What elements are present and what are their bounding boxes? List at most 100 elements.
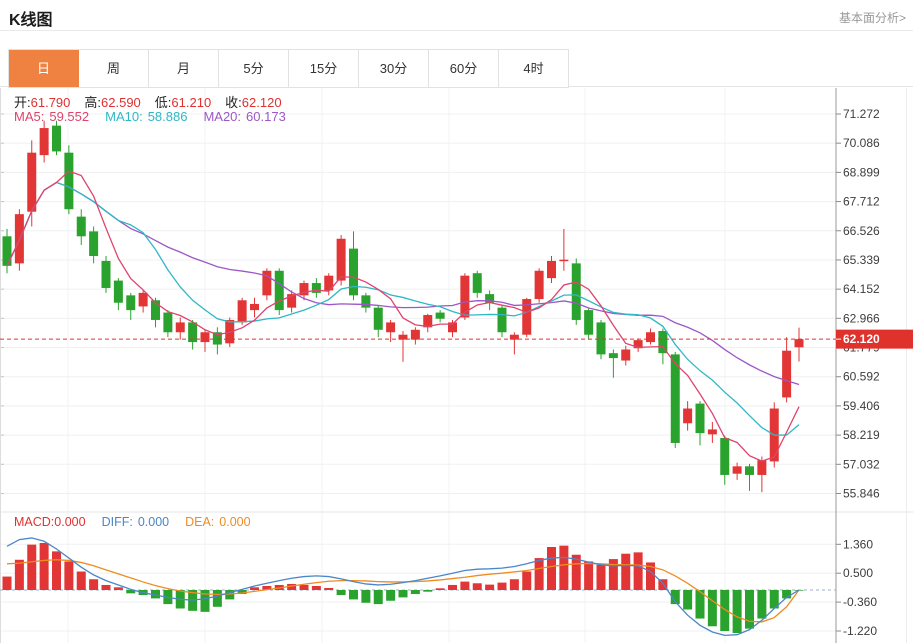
ma5-label: MA5: bbox=[14, 109, 45, 124]
candle-body bbox=[64, 152, 74, 210]
candle-body bbox=[720, 438, 730, 475]
candle-body bbox=[509, 334, 519, 340]
candle-body bbox=[200, 332, 210, 343]
candle-body bbox=[621, 349, 631, 361]
page-header: K线图 基本面分析> bbox=[0, 0, 913, 30]
macd-bar bbox=[769, 590, 779, 609]
price-axis-label: 62.966 bbox=[843, 311, 880, 325]
ma10-label: MA10: bbox=[105, 109, 143, 124]
macd-bar bbox=[670, 590, 680, 605]
macd-bar bbox=[126, 590, 136, 594]
candle-body bbox=[138, 292, 148, 307]
macd-label: MACD: bbox=[14, 515, 55, 529]
tab-month[interactable]: 月 bbox=[149, 50, 219, 87]
macd-bar bbox=[39, 542, 49, 590]
candle-body bbox=[596, 322, 606, 355]
macd-bar bbox=[225, 590, 235, 600]
macd-bar bbox=[200, 590, 210, 612]
period-tabbar: 日 周 月 5分 15分 30分 60分 4时 bbox=[8, 49, 569, 88]
macd-bar bbox=[485, 584, 495, 590]
macd-bar bbox=[571, 554, 581, 590]
candle-body bbox=[175, 322, 185, 333]
macd-bar bbox=[373, 590, 383, 605]
candle-body bbox=[658, 331, 668, 354]
macd-bar bbox=[522, 571, 532, 590]
macd-axis-label: -0.360 bbox=[843, 595, 877, 609]
candle-body bbox=[584, 310, 594, 335]
fundamental-analysis-link[interactable]: 基本面分析> bbox=[838, 11, 906, 25]
candle-body bbox=[435, 312, 445, 319]
candle-body bbox=[410, 329, 420, 340]
tab-30min[interactable]: 30分 bbox=[359, 50, 429, 87]
price-axis-label: 60.592 bbox=[843, 370, 880, 384]
current-price-text: 62.120 bbox=[843, 332, 880, 346]
macd-bar bbox=[745, 590, 754, 629]
candle-body bbox=[151, 300, 160, 320]
candle-body bbox=[274, 270, 284, 311]
candle-body bbox=[212, 332, 222, 345]
macd-bar bbox=[646, 562, 655, 590]
macd-bar bbox=[695, 590, 705, 619]
price-axis-label: 55.846 bbox=[843, 486, 880, 500]
candle-body bbox=[76, 216, 86, 237]
tab-60min[interactable]: 60分 bbox=[429, 50, 499, 87]
tab-week[interactable]: 周 bbox=[79, 50, 149, 87]
candle-body bbox=[113, 280, 123, 303]
candle-body bbox=[646, 332, 655, 343]
chart-canvas: 71.272 70.086 68.899 67.712 66.526 65.339 64.1… bbox=[0, 88, 913, 643]
tab-15min[interactable]: 15分 bbox=[289, 50, 359, 87]
macd-bar bbox=[720, 590, 730, 631]
candle-body bbox=[237, 300, 247, 323]
candle-body bbox=[361, 295, 371, 308]
candle-body bbox=[336, 238, 346, 281]
dea-value: 0.000 bbox=[219, 515, 251, 529]
tab-5min[interactable]: 5分 bbox=[219, 50, 289, 87]
open-value: 61.790 bbox=[30, 95, 71, 110]
candle-body bbox=[324, 275, 334, 291]
price-axis-label: 58.219 bbox=[843, 428, 880, 442]
macd-bar bbox=[509, 579, 519, 590]
candle-body bbox=[39, 128, 49, 156]
ma-row: MA5: 59.552 MA10: 58.886 MA20: 60.173 bbox=[14, 109, 286, 124]
tab-day[interactable]: 日 bbox=[9, 50, 79, 87]
candle-body bbox=[732, 466, 742, 474]
open-label: 开: bbox=[14, 95, 31, 110]
candle-body bbox=[559, 259, 569, 262]
candle-body bbox=[398, 334, 408, 340]
candle-body bbox=[299, 283, 309, 296]
close-value: 62.120 bbox=[241, 95, 282, 110]
candle-body bbox=[27, 152, 37, 212]
macd-bar bbox=[27, 544, 37, 590]
macd-bar bbox=[757, 590, 767, 619]
dea-line bbox=[6, 559, 800, 623]
macd-value: 0.000 bbox=[54, 515, 86, 529]
candle-body bbox=[386, 322, 396, 333]
candle-body bbox=[349, 248, 358, 296]
macd-bar bbox=[584, 561, 594, 590]
macd-bar bbox=[151, 590, 160, 599]
kline-chart[interactable]: 71.272 70.086 68.899 67.712 66.526 65.339 64.1… bbox=[0, 88, 913, 643]
ma10-line bbox=[6, 181, 800, 436]
candle-body bbox=[707, 429, 717, 435]
high-label: 高: bbox=[84, 95, 102, 110]
ma5-value: 59.552 bbox=[49, 109, 90, 124]
candle-body bbox=[534, 270, 544, 300]
low-value: 61.210 bbox=[171, 95, 212, 110]
candle-body bbox=[460, 275, 470, 318]
macd-bar bbox=[707, 590, 717, 627]
candle-body bbox=[423, 315, 433, 328]
candle-body bbox=[89, 231, 99, 256]
macd-bar bbox=[448, 584, 457, 590]
price-axis-label: 71.272 bbox=[843, 107, 880, 121]
ohlc-row: 开:61.790 高:62.590 低:61.210 收:62.120 bbox=[14, 92, 296, 111]
macd-bar bbox=[336, 590, 346, 596]
ma20-line bbox=[6, 181, 800, 386]
macd-bar bbox=[237, 590, 247, 595]
candle-body bbox=[522, 299, 532, 335]
macd-bar bbox=[472, 583, 482, 590]
macd-bar bbox=[423, 590, 433, 592]
price-axis-label: 66.526 bbox=[843, 224, 880, 238]
macd-bar bbox=[113, 587, 123, 590]
tab-4hour[interactable]: 4时 bbox=[499, 50, 569, 87]
